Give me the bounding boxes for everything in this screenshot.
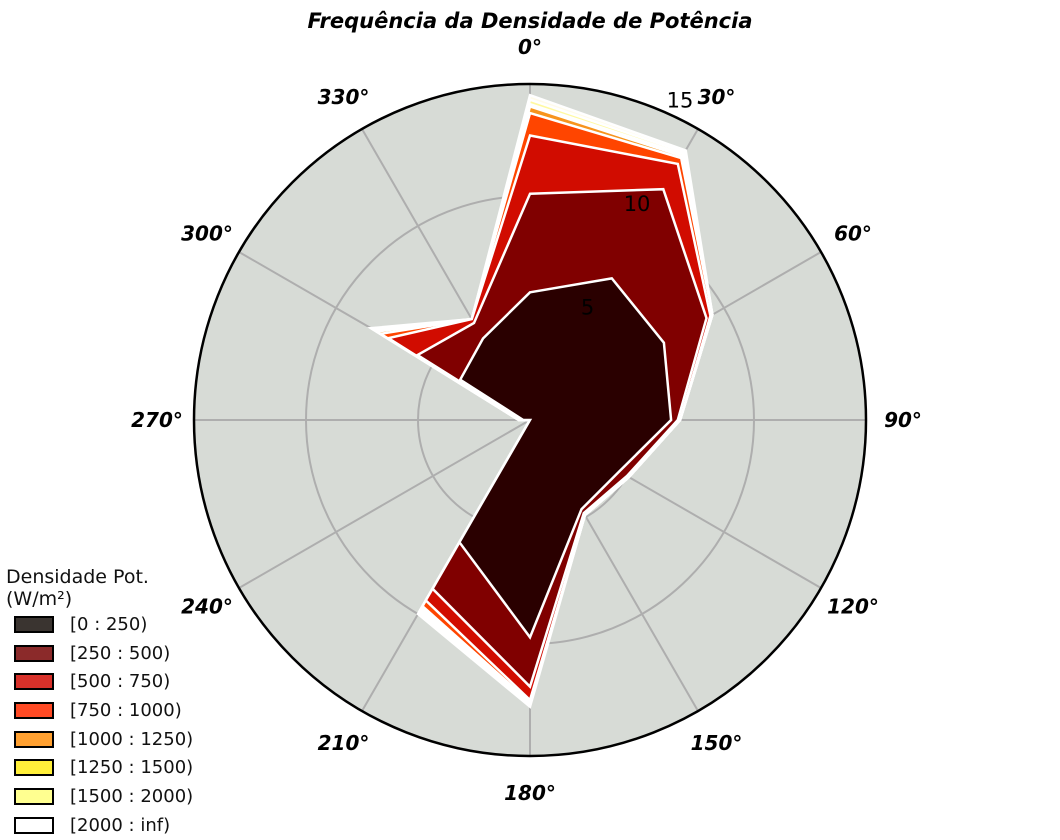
- angle-label: 240°: [181, 595, 233, 619]
- angle-label: 30°: [698, 85, 736, 109]
- legend-item: [750 : 1000): [14, 696, 193, 725]
- legend-swatch: [14, 644, 54, 662]
- legend-title-line: (W/m²): [6, 588, 73, 610]
- legend-item: [1500 : 2000): [14, 782, 193, 811]
- angle-label: 270°: [131, 408, 183, 432]
- angle-label: 60°: [834, 222, 872, 246]
- legend-item: [500 : 750): [14, 667, 193, 696]
- legend-title-line: Densidade Pot.: [6, 566, 149, 588]
- angle-label: 210°: [318, 731, 370, 755]
- legend: Densidade Pot. (W/m²) [0 : 250) [250 : 500…: [6, 566, 193, 840]
- angle-labels: 0° 30° 60° 90° 120° 150° 180° 210° 240° 270° 300° 3…: [131, 35, 922, 805]
- legend-item: [250 : 500): [14, 639, 193, 668]
- radial-labels: 5 10 15: [581, 89, 693, 320]
- legend-swatch: [14, 816, 54, 834]
- legend-label: [1000 : 1250): [70, 728, 194, 750]
- legend-item: [1250 : 1500): [14, 753, 193, 782]
- legend-label: [750 : 1000): [70, 699, 182, 721]
- frame-circle: [192, 82, 868, 758]
- legend-item: [1000 : 1250): [14, 725, 193, 754]
- legend-item: [0 : 250): [14, 610, 193, 639]
- grid-spoke: [238, 419, 531, 589]
- angle-label: 120°: [827, 595, 879, 619]
- polar-frame: [192, 82, 868, 758]
- legend-label: [250 : 500): [70, 642, 171, 664]
- legend-items: [0 : 250) [250 : 500) [500 : 750) [750 : 10…: [6, 610, 193, 840]
- legend-label: [1500 : 2000): [70, 785, 194, 807]
- radial-tick-label: 15: [667, 89, 694, 113]
- legend-label: [500 : 750): [70, 671, 171, 693]
- radial-tick-label: 5: [581, 296, 594, 320]
- legend-item: [2000 : inf): [14, 811, 193, 840]
- angle-label: 330°: [318, 85, 370, 109]
- radial-tick-label: 10: [624, 192, 651, 216]
- legend-swatch: [14, 759, 54, 777]
- angle-label: 180°: [504, 781, 556, 805]
- chart-title: Frequência da Densidade de Potência: [307, 9, 752, 33]
- legend-label: [0 : 250): [70, 613, 148, 635]
- legend-swatch: [14, 730, 54, 748]
- data-bands: [367, 93, 714, 709]
- legend-swatch: [14, 701, 54, 719]
- legend-swatch: [14, 673, 54, 691]
- legend-swatch: [14, 615, 54, 633]
- legend-swatch: [14, 787, 54, 805]
- band-0: [457, 277, 673, 640]
- legend-label: [1250 : 1500): [70, 757, 194, 779]
- angle-label: 300°: [181, 222, 233, 246]
- angle-label: 90°: [884, 408, 922, 432]
- legend-title: Densidade Pot. (W/m²): [6, 566, 193, 610]
- angle-label: 0°: [518, 35, 542, 59]
- legend-label: [2000 : inf): [70, 814, 171, 836]
- angle-label: 150°: [691, 731, 743, 755]
